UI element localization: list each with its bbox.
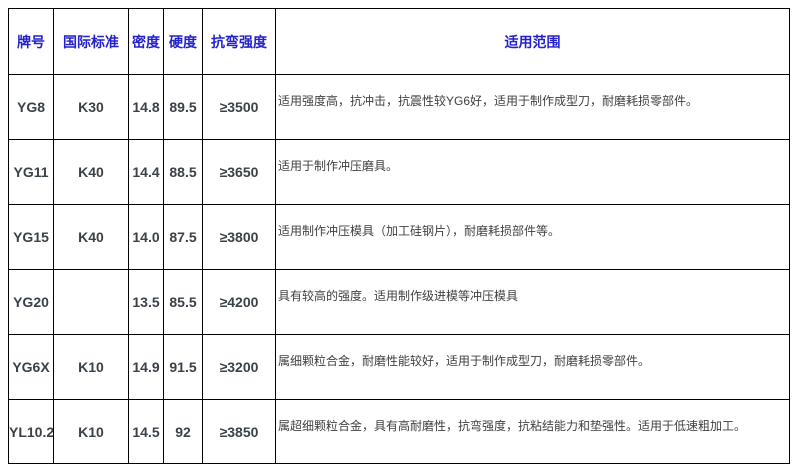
strength-cell: ≥3800 bbox=[202, 204, 276, 270]
density-cell: 13.5 bbox=[128, 269, 164, 335]
density-cell: 14.4 bbox=[128, 139, 164, 205]
density-cell: 14.8 bbox=[128, 74, 164, 140]
header-cell-standard: 国际标准 bbox=[53, 8, 129, 75]
density-cell: 14.5 bbox=[128, 399, 164, 464]
range-cell: 适用强度高，抗冲击，抗震性较YG6好，适用于制作成型刀，耐磨耗损零部件。 bbox=[275, 74, 790, 140]
hardness-cell: 92 bbox=[163, 399, 203, 464]
standard-cell: K30 bbox=[53, 74, 129, 140]
density-cell: 14.9 bbox=[128, 334, 164, 400]
hardness-cell: 91.5 bbox=[163, 334, 203, 400]
density-cell: 14.0 bbox=[128, 204, 164, 270]
table-row: YG6X K10 14.9 91.5 ≥3200 属细颗粒合金，耐磨性能较好，适… bbox=[8, 334, 790, 400]
range-cell: 适用于制作冲压磨具。 bbox=[275, 139, 790, 205]
carbide-grade-spec-table: 牌号 国际标准 密度 硬度 抗弯强度 适用范围 YG8 K30 14.8 89.… bbox=[8, 8, 790, 464]
hardness-cell: 85.5 bbox=[163, 269, 203, 335]
grade-cell: YG6X bbox=[8, 334, 54, 400]
hardness-cell: 88.5 bbox=[163, 139, 203, 205]
header-cell-range: 适用范围 bbox=[275, 8, 790, 75]
table-row: YL10.2 K10 14.5 92 ≥3850 属超细颗粒合金，具有高耐磨性，… bbox=[8, 399, 790, 464]
range-cell: 属超细颗粒合金，具有高耐磨性，抗弯强度，抗粘结能力和垫强性。适用于低速粗加工。 bbox=[275, 399, 790, 464]
standard-cell: K40 bbox=[53, 204, 129, 270]
grade-cell: YG15 bbox=[8, 204, 54, 270]
strength-cell: ≥4200 bbox=[202, 269, 276, 335]
grade-cell: YG20 bbox=[8, 269, 54, 335]
table-row: YG20 13.5 85.5 ≥4200 具有较高的强度。适用制作级进模等冲压模… bbox=[8, 269, 790, 335]
standard-cell: K10 bbox=[53, 334, 129, 400]
strength-cell: ≥3500 bbox=[202, 74, 276, 140]
header-cell-grade: 牌号 bbox=[8, 8, 54, 75]
header-cell-density: 密度 bbox=[128, 8, 164, 75]
range-cell: 属细颗粒合金，耐磨性能较好，适用于制作成型刀，耐磨耗损零部件。 bbox=[275, 334, 790, 400]
strength-cell: ≥3650 bbox=[202, 139, 276, 205]
grade-cell: YL10.2 bbox=[8, 399, 54, 464]
table-row: YG8 K30 14.8 89.5 ≥3500 适用强度高，抗冲击，抗震性较YG… bbox=[8, 74, 790, 140]
strength-cell: ≥3200 bbox=[202, 334, 276, 400]
table-row: YG15 K40 14.0 87.5 ≥3800 适用制作冲压模具（加工硅钢片）… bbox=[8, 204, 790, 270]
table-header-row: 牌号 国际标准 密度 硬度 抗弯强度 适用范围 bbox=[8, 8, 790, 75]
hardness-cell: 89.5 bbox=[163, 74, 203, 140]
header-cell-strength: 抗弯强度 bbox=[202, 8, 276, 75]
range-cell: 适用制作冲压模具（加工硅钢片），耐磨耗损部件等。 bbox=[275, 204, 790, 270]
range-cell: 具有较高的强度。适用制作级进模等冲压模具 bbox=[275, 269, 790, 335]
standard-cell: K10 bbox=[53, 399, 129, 464]
header-cell-hardness: 硬度 bbox=[163, 8, 203, 75]
table-row: YG11 K40 14.4 88.5 ≥3650 适用于制作冲压磨具。 bbox=[8, 139, 790, 205]
strength-cell: ≥3850 bbox=[202, 399, 276, 464]
hardness-cell: 87.5 bbox=[163, 204, 203, 270]
standard-cell: K40 bbox=[53, 139, 129, 205]
standard-cell bbox=[53, 269, 129, 335]
grade-cell: YG11 bbox=[8, 139, 54, 205]
grade-cell: YG8 bbox=[8, 74, 54, 140]
